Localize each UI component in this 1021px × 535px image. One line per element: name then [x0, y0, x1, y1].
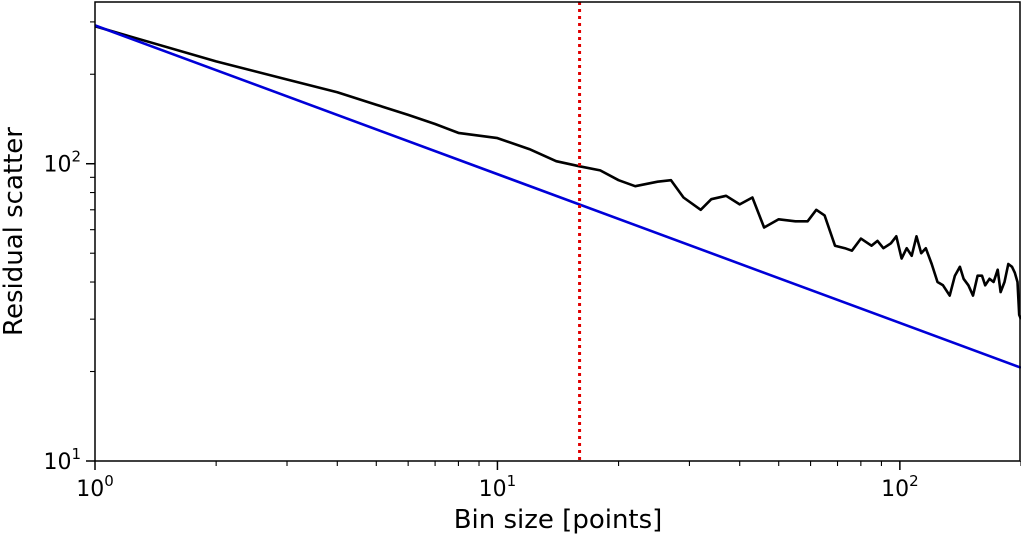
x-tick-label: 102 [881, 472, 919, 502]
x-tick-label: 101 [479, 472, 517, 502]
x-axis-label: Bin size [points] [454, 505, 663, 535]
series-line-1 [94, 24, 1021, 369]
axes-frame [94, 1, 1021, 462]
series-layer [94, 24, 1021, 369]
y-tick-label: 101 [43, 445, 81, 475]
series-line-0 [94, 25, 1021, 320]
x-tick-label: 100 [76, 472, 114, 502]
y-tick-label: 102 [43, 148, 81, 178]
y-axis-label: Residual scatter [0, 127, 29, 336]
